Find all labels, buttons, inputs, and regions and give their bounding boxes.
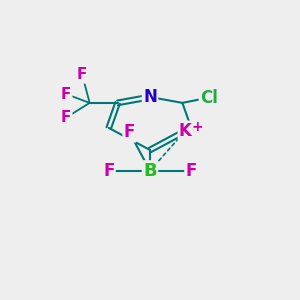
Text: +: + — [192, 120, 203, 134]
Text: F: F — [185, 162, 197, 180]
Text: F: F — [61, 87, 71, 102]
Text: N: N — [143, 88, 157, 106]
Text: K: K — [179, 122, 192, 140]
Text: B: B — [143, 162, 157, 180]
Text: F: F — [61, 110, 71, 125]
Text: F: F — [103, 162, 115, 180]
Text: Cl: Cl — [200, 88, 218, 106]
Text: F: F — [77, 68, 88, 82]
Text: F: F — [124, 123, 135, 141]
